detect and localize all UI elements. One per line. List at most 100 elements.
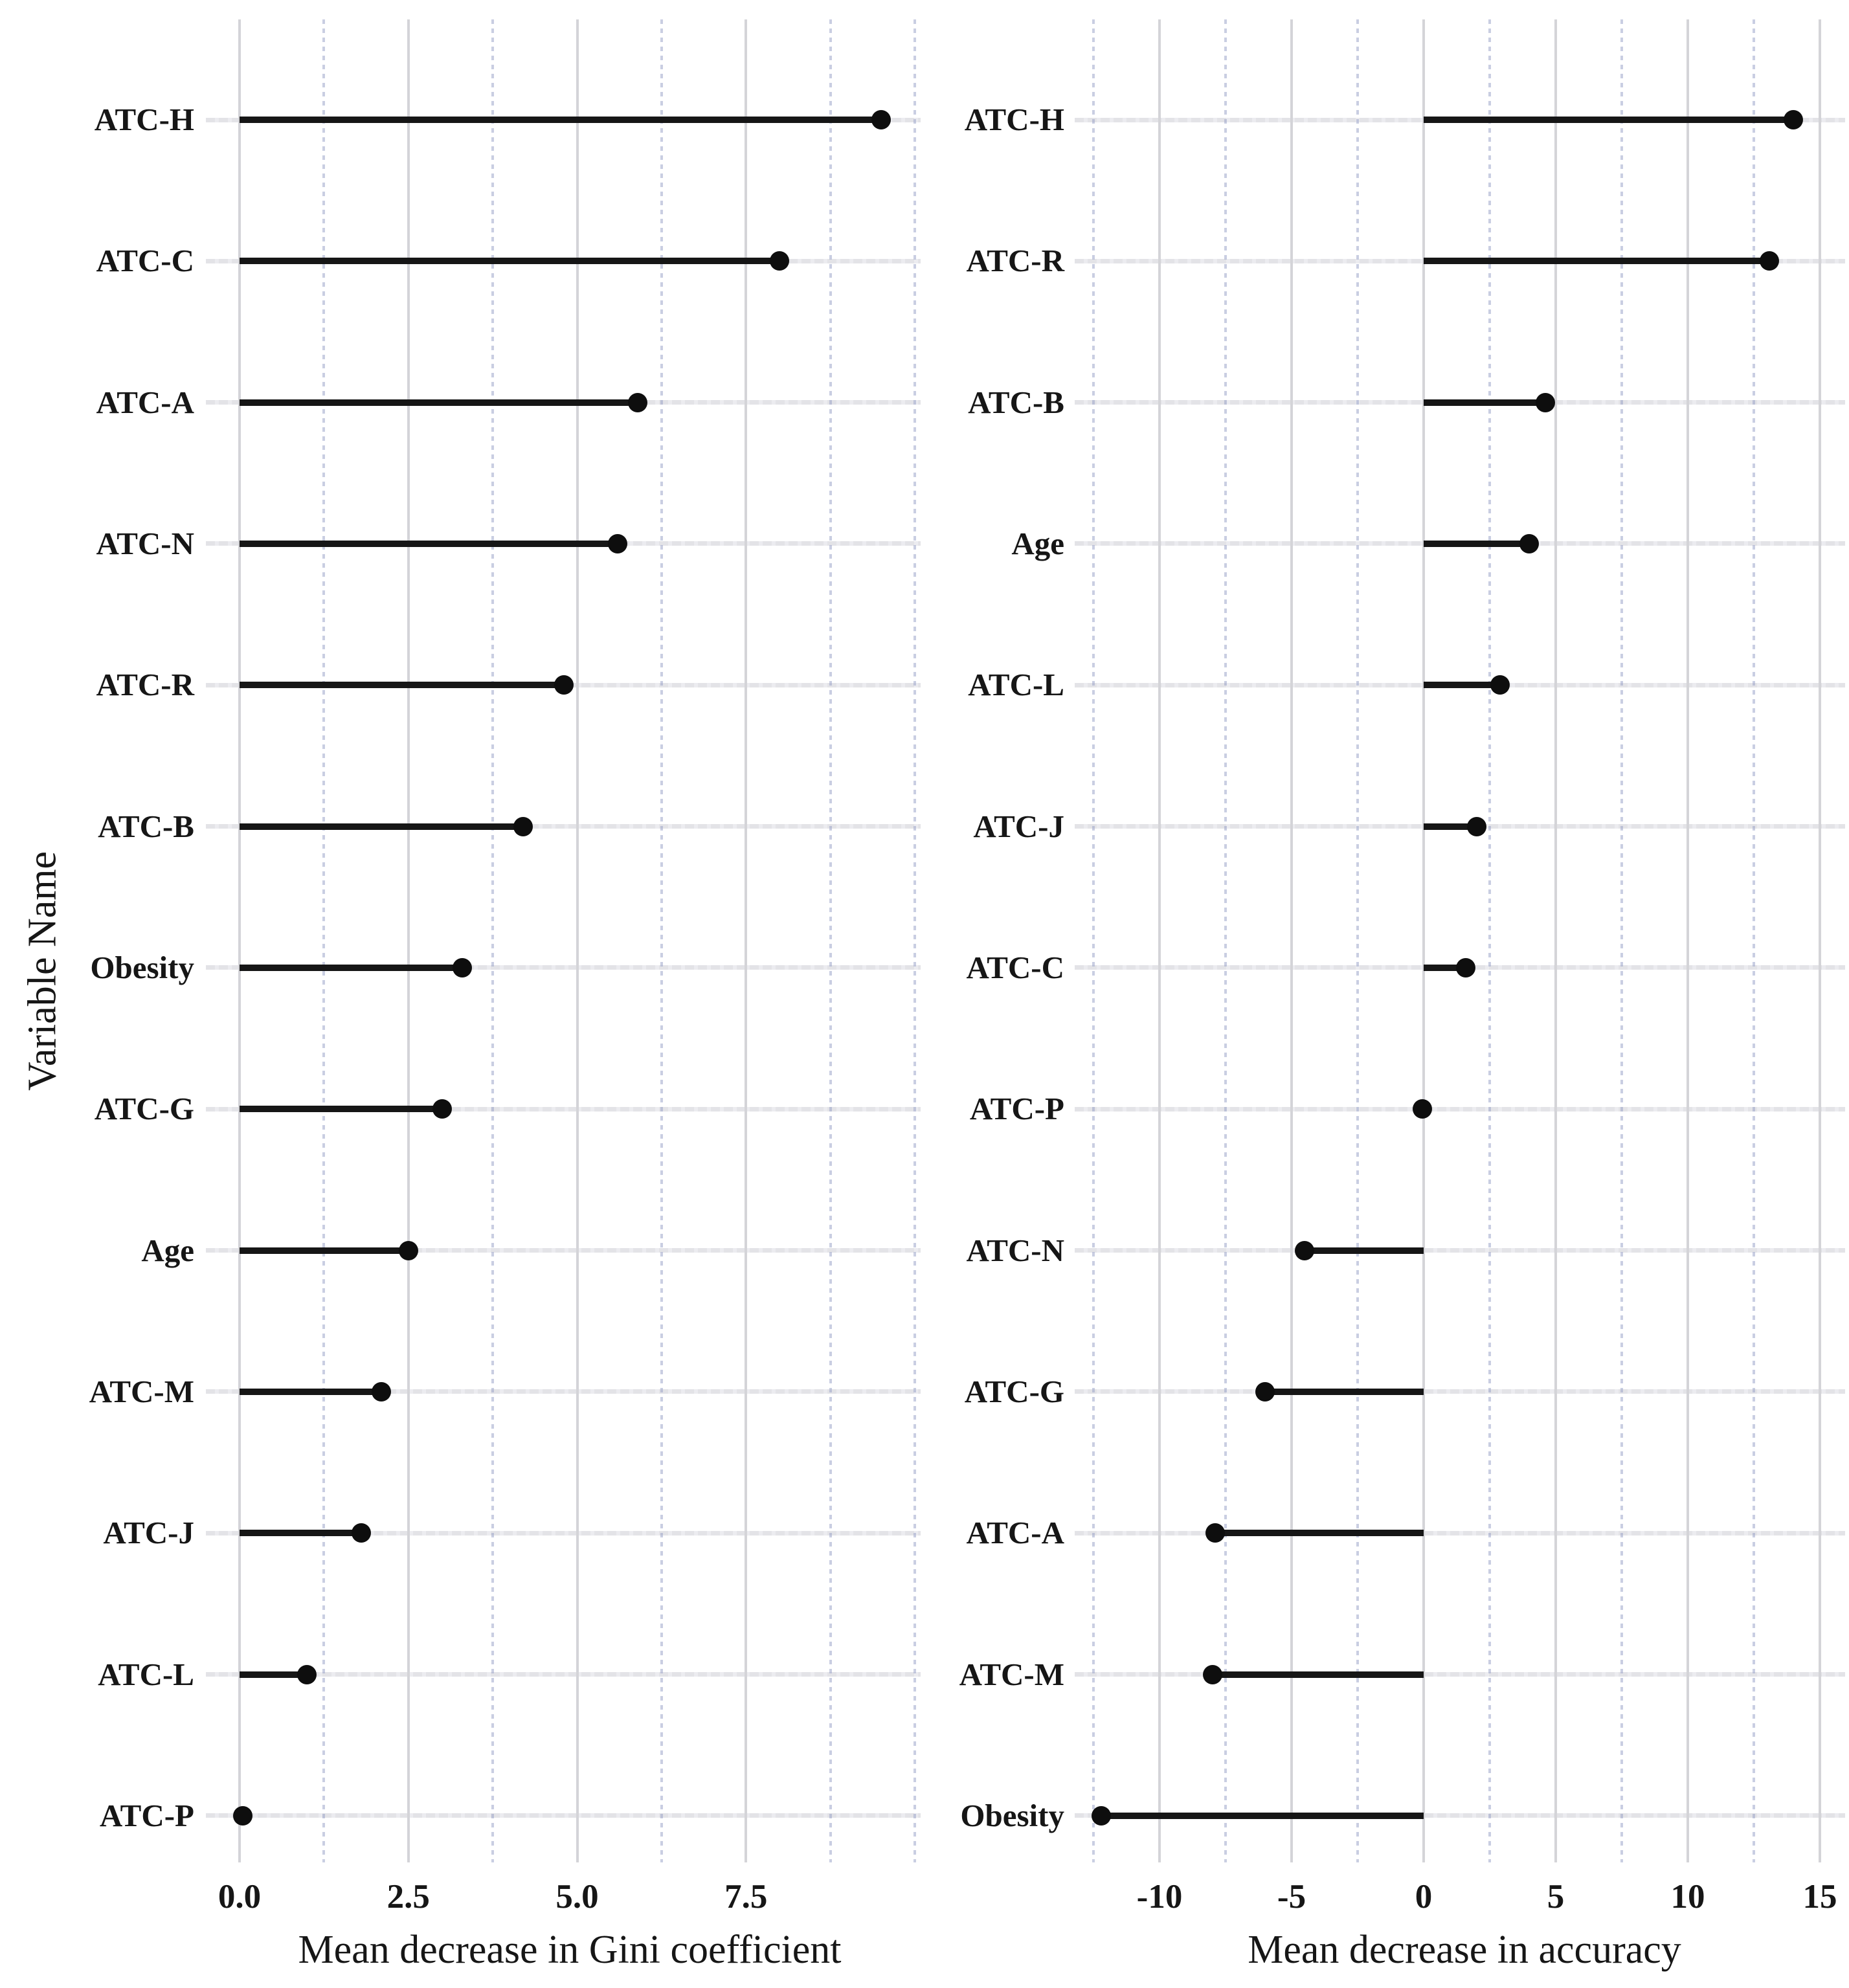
category-gridline [206, 1672, 921, 1677]
x-tick-label: 0.0 [218, 1878, 262, 1915]
lollipop-stem [240, 1106, 442, 1113]
category-label: Age [141, 1232, 194, 1268]
category-label: ATC-A [96, 384, 194, 420]
lollipop-stem [1215, 1530, 1424, 1537]
lollipop-stem [240, 1247, 409, 1254]
category-label: ATC-J [973, 808, 1064, 844]
x-tick-label: -5 [1277, 1878, 1306, 1915]
x-tick-label: 0 [1415, 1878, 1433, 1915]
category-label: ATC-H [964, 102, 1064, 137]
lollipop-dot [297, 1664, 317, 1684]
lollipop-stem [1265, 1388, 1424, 1395]
lollipop-dot [1092, 1805, 1112, 1826]
lollipop-stem [240, 682, 564, 689]
lollipop-dot [1412, 1099, 1432, 1119]
gridline-minor [913, 19, 916, 1862]
category-gridline [1075, 1672, 1845, 1677]
lollipop-dot [1295, 1240, 1315, 1260]
gridline-major [1819, 19, 1821, 1862]
category-label: ATC-A [966, 1515, 1064, 1551]
lollipop-dot [1784, 110, 1804, 129]
panel-accuracy [1075, 19, 1845, 1862]
gridline-minor [1620, 19, 1623, 1862]
lollipop-dot [372, 1381, 392, 1402]
lollipop-dot [1490, 675, 1510, 695]
gridline-major [1158, 19, 1161, 1862]
gridline-minor [491, 19, 495, 1862]
lollipop-dot [871, 110, 891, 129]
lollipop-stem [240, 117, 881, 123]
category-label: ATC-N [966, 1232, 1064, 1268]
x-axis-title-accuracy: Mean decrease in accuracy [1248, 1928, 1681, 1972]
gridline-major [238, 19, 241, 1862]
category-gridline [206, 824, 921, 829]
gridline-minor [829, 19, 832, 1862]
lollipop-stem [240, 1671, 308, 1678]
panel-gini-coefficient [206, 19, 921, 1862]
lollipop-dot [1535, 392, 1555, 412]
category-label: Age [1011, 525, 1064, 561]
gridline-minor [1753, 19, 1755, 1862]
category-label: ATC-M [959, 1656, 1064, 1692]
lollipop-stem [240, 1530, 361, 1537]
gridline-major [576, 19, 579, 1862]
lollipop-stem [1424, 964, 1466, 971]
lollipop-stem [240, 540, 618, 547]
lollipop-dot [453, 957, 473, 977]
category-gridline [1075, 1389, 1845, 1394]
gridline-minor [1356, 19, 1359, 1862]
lollipop-dot [432, 1099, 452, 1119]
x-axis-title-gini: Mean decrease in Gini coefficient [298, 1928, 842, 1972]
category-label: ATC-R [96, 667, 194, 703]
lollipop-dot [1255, 1381, 1275, 1402]
lollipop-dot [628, 392, 648, 412]
lollipop-dot [513, 816, 533, 836]
gridline-major [1290, 19, 1293, 1862]
category-label: ATC-G [94, 1091, 194, 1127]
category-label: ATC-B [98, 808, 194, 844]
lollipop-stem [240, 399, 638, 406]
lollipop-dot [398, 1240, 418, 1260]
x-tick-label: 2.5 [387, 1878, 430, 1915]
lollipop-dot [1760, 251, 1780, 271]
category-label: Obesity [90, 949, 194, 985]
category-gridline [1075, 1106, 1845, 1111]
lollipop-dot [233, 1805, 253, 1826]
category-gridline [1075, 1530, 1845, 1536]
x-tick-label: 10 [1670, 1878, 1705, 1915]
gridline-minor [1224, 19, 1227, 1862]
lollipop-stem [1424, 258, 1770, 265]
gridline-major [1687, 19, 1689, 1862]
x-tick-label: 15 [1802, 1878, 1837, 1915]
gridline-minor [660, 19, 663, 1862]
lollipop-stem [1424, 540, 1530, 547]
category-label: Obesity [960, 1797, 1064, 1833]
lollipop-stem [240, 1388, 382, 1395]
lollipop-stem [1101, 1812, 1424, 1819]
lollipop-stem [1424, 399, 1545, 406]
lollipop-dot [1205, 1523, 1225, 1543]
gridline-minor [1092, 19, 1095, 1862]
lollipop-stem [240, 823, 524, 830]
category-gridline [206, 1106, 921, 1111]
gridline-minor [1488, 19, 1491, 1862]
category-label: ATC-J [103, 1515, 194, 1551]
category-gridline [206, 1248, 921, 1253]
category-gridline [1075, 1813, 1845, 1818]
gridline-major [745, 19, 748, 1862]
lollipop-stem [1424, 682, 1501, 689]
category-gridline [206, 1813, 921, 1818]
category-gridline [1075, 1248, 1845, 1253]
category-label: ATC-L [968, 667, 1064, 703]
lollipop-stem [240, 258, 780, 265]
gridline-major [1422, 19, 1425, 1862]
x-tick-label: 5 [1547, 1878, 1565, 1915]
category-gridline [206, 1530, 921, 1536]
gridline-minor [322, 19, 326, 1862]
lollipop-stem [1424, 117, 1794, 123]
category-label: ATC-C [96, 243, 194, 279]
category-label: ATC-C [966, 949, 1064, 985]
lollipop-dot [1466, 816, 1486, 836]
category-label: ATC-M [89, 1373, 194, 1409]
